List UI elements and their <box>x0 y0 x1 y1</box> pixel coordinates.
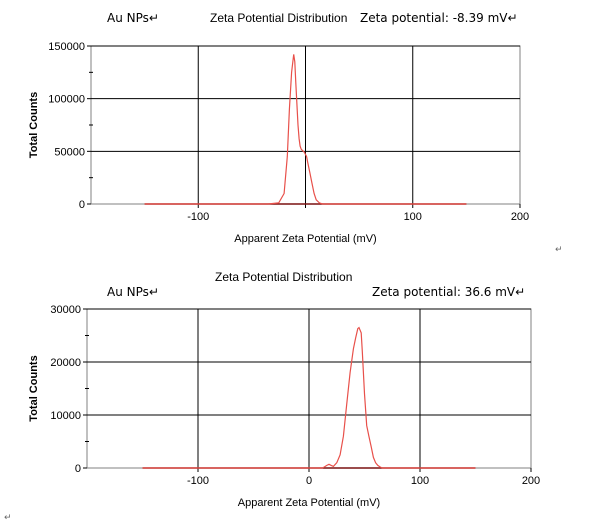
x-axis-label: Apparent Zeta Potential (mV) <box>234 233 376 245</box>
y-tick-label: 150000 <box>48 41 85 53</box>
y-tick-label: 0 <box>79 199 85 211</box>
y-tick-label: 20000 <box>50 357 81 369</box>
y-axis-label: Total Counts <box>28 92 40 158</box>
x-tick-label: 200 <box>522 475 540 487</box>
chart-bottom: 0 10000 20000 30000 -100 0 100 200 Apparent Zeta… <box>28 304 540 509</box>
chart-title-bottom: Zeta Potential Distribution <box>215 270 353 284</box>
x-tick-label: -100 <box>187 475 209 487</box>
series-line <box>144 54 467 205</box>
x-tick-label: -100 <box>187 211 209 223</box>
y-tick-label: 10000 <box>50 410 81 422</box>
sample-label-top: Au NPs↵ <box>107 11 159 25</box>
y-axis-label: Total Counts <box>28 355 40 421</box>
y-tick-label: 30000 <box>50 304 81 316</box>
y-tick-label: 0 <box>75 463 81 475</box>
sample-label-bottom: Au NPs↵ <box>107 285 159 299</box>
chart-top: 0 50000 100000 150000 -100 100 200 Apparent Zet… <box>28 41 529 245</box>
return-mark-right: ↵ <box>555 245 563 255</box>
chart-title-top: Zeta Potential Distribution <box>210 11 348 25</box>
y-tick-label: 100000 <box>48 94 85 106</box>
series-line <box>142 326 476 469</box>
return-mark-bottom: ↵ <box>4 513 12 523</box>
zeta-annotation-bottom: Zeta potential: 36.6 mV↵ <box>372 285 526 299</box>
zeta-annotation-top: Zeta potential: -8.39 mV↵ <box>360 11 518 25</box>
x-axis-label: Apparent Zeta Potential (mV) <box>238 497 380 509</box>
x-tick-label: 0 <box>306 475 312 487</box>
x-tick-label: 100 <box>411 475 429 487</box>
y-tick-label: 50000 <box>54 146 85 158</box>
x-tick-label: 100 <box>404 211 422 223</box>
x-tick-label: 200 <box>511 211 529 223</box>
